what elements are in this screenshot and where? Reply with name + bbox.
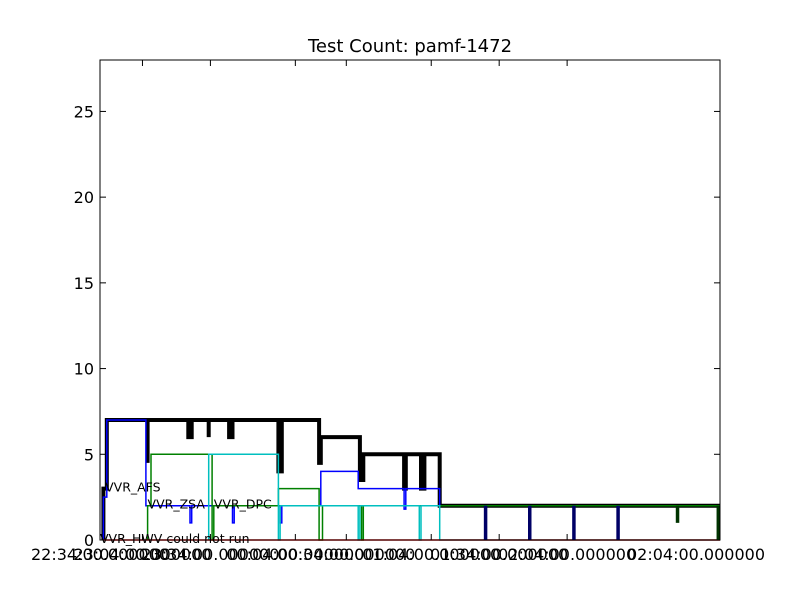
axis-ticks: 0 5 10 15 20 25 22:34:00.00000023:04:00.000000… [31,60,765,564]
y-tick-label-5: 25 [74,102,94,121]
y-tick-label-1: 5 [84,445,94,464]
series-line-0 [101,418,720,540]
x-tick-label-3: 00:04:00.000000 [226,545,364,564]
x-tick-label-8: 02:04:00.000000 [627,545,765,564]
annotation-2: VVR_DPC [214,497,272,512]
x-tick-label-6: 01:34:00.000000 [430,545,568,564]
plot-frame [99,59,721,541]
y-tick-label-0: 0 [84,531,94,550]
annotation-3: VVR_HWV could not run [100,531,250,546]
x-tick-label-0: 22:34:00.000000 [31,545,169,564]
chart-title: Test Count: pamf-1472 [307,36,512,57]
y-tick-label-2: 10 [74,360,94,379]
y-tick-label-4: 20 [74,188,94,207]
annotation-0: VVR_AFS [105,480,161,495]
x-tick-label-2: 23:34:00.000000 [141,545,279,564]
y-tick-label-3: 15 [74,274,94,293]
x-tick-label-1: 23:04:00.000000 [73,545,211,564]
x-tick-label-5: 01:04:00.000000 [362,545,500,564]
annotation-1: VVR_ZSA [148,497,206,512]
x-tick-label-7: 02:04:00.000000 [498,545,636,564]
x-tick-label-4: 00:34:00.000000 [277,545,415,564]
annotations: VVR_AFS VVR_ZSA VVR_DPC VVR_HWV could not r… [100,480,272,546]
